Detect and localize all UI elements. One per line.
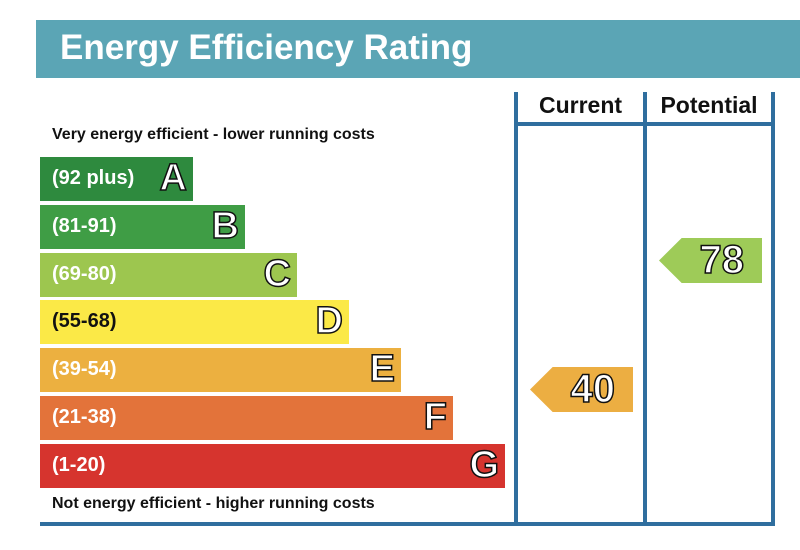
band-range: (39-54) [52, 358, 117, 381]
band-bar-f: (21-38) F [40, 395, 453, 440]
band-range: (92 plus) [52, 167, 135, 189]
bottom-border [40, 522, 775, 526]
column-divider [771, 92, 775, 526]
band-range: (55-68) [52, 310, 117, 333]
bottom-note: Not energy efficient - higher running co… [52, 495, 375, 512]
band-bar-b: (81-91) B [40, 204, 245, 249]
band-letter: D [315, 300, 344, 344]
column-divider [514, 92, 518, 526]
band-range: (1-20) [52, 453, 106, 476]
band-bar-e: (39-54) E [40, 347, 401, 393]
band-bar-a: (92 plus) A [40, 156, 193, 201]
column-divider [643, 92, 647, 526]
potential-rating-arrow: 78 [659, 238, 762, 283]
band-range: (69-80) [52, 262, 117, 285]
band-letter: G [469, 443, 500, 487]
band-range: (21-38) [52, 406, 117, 428]
band-letter: B [211, 204, 240, 248]
band-range: (81-91) [52, 214, 117, 237]
band-letter: A [159, 156, 188, 200]
band-letter: F [423, 395, 448, 439]
band-letter: E [369, 347, 396, 391]
potential-rating-value: 78 [699, 238, 745, 283]
top-note: Very energy efficient - lower running co… [52, 126, 375, 143]
band-bar-g: (1-20) G [40, 443, 505, 488]
current-rating-arrow: 40 [530, 367, 633, 412]
band-bar-c: (69-80) C [40, 252, 297, 297]
column-header-current: Current [538, 92, 623, 118]
header-underline [514, 122, 775, 126]
band-bar-d: (55-68) D [40, 300, 349, 345]
column-header-potential: Potential [660, 92, 758, 118]
title-banner: Energy Efficiency Rating [36, 20, 800, 78]
chart-title: Energy Efficiency Rating [60, 28, 473, 67]
current-rating-value: 40 [570, 367, 616, 412]
band-letter: C [263, 252, 292, 296]
